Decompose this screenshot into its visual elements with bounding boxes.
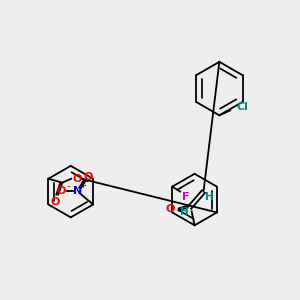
Text: N: N	[73, 186, 82, 196]
Text: O: O	[165, 204, 175, 214]
Text: H: H	[180, 207, 189, 218]
Text: O: O	[83, 172, 93, 182]
Text: O: O	[73, 174, 82, 184]
Text: H: H	[205, 192, 214, 202]
Text: O: O	[51, 196, 60, 206]
Text: Cl: Cl	[236, 102, 248, 112]
Text: -: -	[66, 181, 70, 191]
Text: F: F	[182, 192, 190, 202]
Text: O: O	[57, 186, 66, 196]
Text: +: +	[79, 181, 86, 190]
